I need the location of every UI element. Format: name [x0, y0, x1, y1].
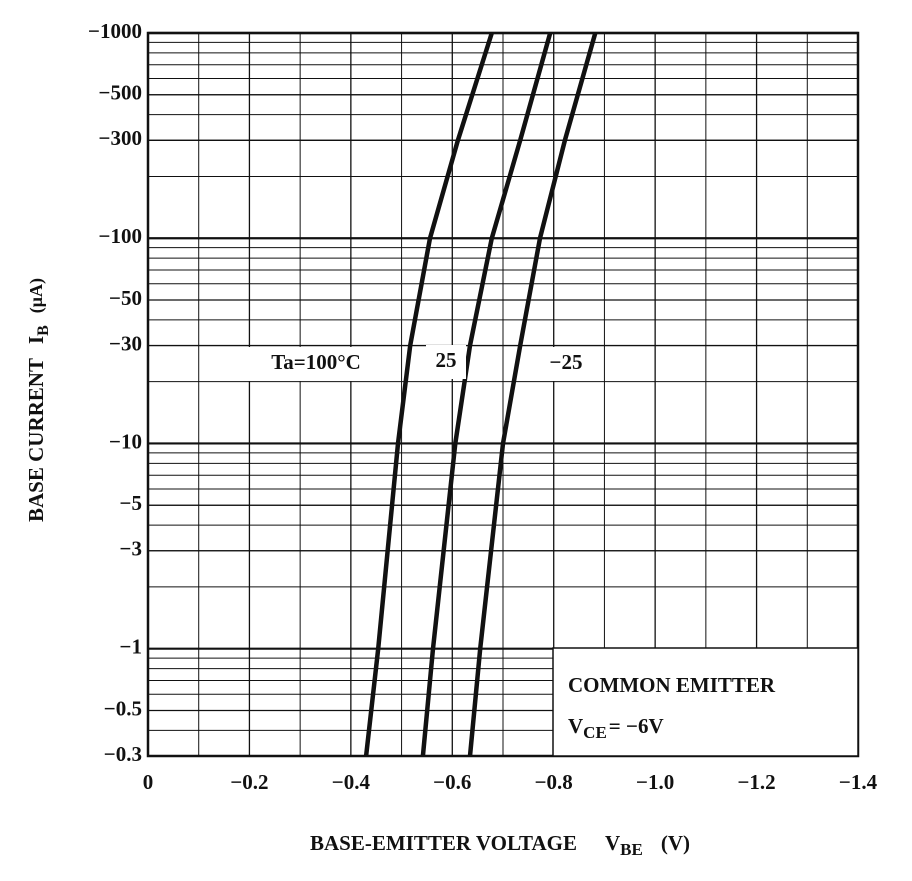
- y-label-unit: (μA): [26, 278, 47, 313]
- label-background: [246, 347, 386, 381]
- x-tick-label: −0.2: [230, 770, 268, 794]
- y-tick-label: −1: [120, 635, 142, 659]
- annotation-symbol: V: [568, 714, 583, 738]
- y-tick-label: −10: [109, 429, 142, 453]
- annotation-rest: = −6V: [609, 714, 664, 738]
- annotation-box: [552, 647, 859, 757]
- x-tick-label: −1.4: [839, 770, 878, 794]
- x-axis-title: BASE-EMITTER VOLTAGE VBE (V): [310, 831, 690, 859]
- y-tick-label: −5: [120, 491, 142, 515]
- label-background: [426, 345, 466, 379]
- x-tick-label: −1.0: [636, 770, 674, 794]
- y-tick-label: −0.5: [104, 696, 142, 720]
- curve: [467, 32, 598, 757]
- annotation-text: VCE= −6V: [568, 714, 664, 742]
- y-label-symbol: I: [24, 336, 48, 344]
- y-tick-label: −0.3: [104, 742, 142, 766]
- y-label-subscript: B: [35, 325, 52, 336]
- x-tick-label: −1.2: [737, 770, 775, 794]
- series-label: −25: [550, 350, 583, 374]
- y-tick-label: −1000: [88, 19, 142, 43]
- y-axis-title: BASE CURRENT IB (μA): [24, 278, 52, 522]
- y-tick-label: −100: [99, 224, 142, 248]
- curve: [363, 32, 494, 757]
- x-label-unit: (V): [661, 831, 690, 855]
- y-tick-label: −3: [120, 537, 142, 561]
- y-tick-label: −30: [109, 331, 142, 355]
- x-tick-label: −0.6: [433, 770, 471, 794]
- plot-frame: [146, 31, 860, 758]
- series-label: Ta=100°C: [271, 350, 361, 374]
- x-tick-label: 0: [143, 770, 154, 794]
- x-tick-label: −0.8: [535, 770, 573, 794]
- y-tick-label: −300: [99, 126, 142, 150]
- y-label-text: BASE CURRENT: [24, 358, 48, 522]
- series-label: 25: [436, 348, 457, 372]
- y-tick-label: −500: [99, 81, 142, 105]
- x-label-text: BASE-EMITTER VOLTAGE: [310, 831, 577, 855]
- x-tick-label: −0.4: [332, 770, 371, 794]
- annotation-text: COMMON EMITTER: [568, 673, 776, 697]
- curve: [420, 32, 553, 757]
- x-label-subscript: BE: [620, 840, 643, 859]
- annotation-subscript: CE: [583, 723, 607, 742]
- label-background: [537, 347, 595, 381]
- x-label-symbol: V: [605, 831, 620, 855]
- y-tick-label: −50: [109, 286, 142, 310]
